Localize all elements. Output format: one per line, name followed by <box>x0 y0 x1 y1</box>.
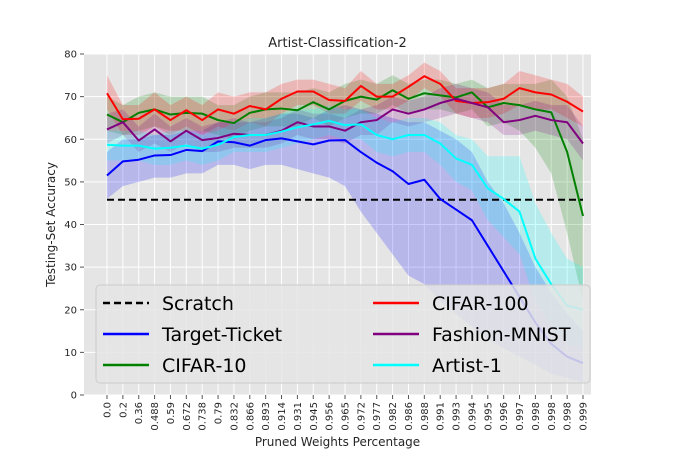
x-tick-label: 0.914 <box>277 402 288 431</box>
chart-title: Artist-Classification-2 <box>268 36 407 51</box>
x-tick-label: 0.866 <box>245 402 256 431</box>
x-tick-label: 0.997 <box>515 402 526 431</box>
x-tick-label: 0.488 <box>150 402 161 431</box>
x-tick-label: 0.998 <box>547 402 558 431</box>
x-tick-label: 0.59 <box>166 402 177 424</box>
x-tick-label: 0.672 <box>182 402 193 431</box>
legend-label: Target-Ticket <box>161 324 282 346</box>
x-tick-label: 0.832 <box>229 402 240 431</box>
legend-label: Artist-1 <box>432 355 502 377</box>
y-tick-label: 50 <box>64 177 77 188</box>
x-tick-label: 0.986 <box>404 402 415 431</box>
y-tick-label: 40 <box>64 220 77 231</box>
x-tick-label: 0.738 <box>198 402 209 431</box>
x-tick-label: 0.36 <box>134 402 145 424</box>
x-tick-label: 0.998 <box>563 402 574 431</box>
x-tick-label: 0.991 <box>436 402 447 431</box>
x-tick-label: 0.0 <box>103 402 114 418</box>
y-tick-label: 70 <box>64 92 77 103</box>
y-tick-label: 10 <box>64 348 77 359</box>
x-tick-label: 0.972 <box>356 402 367 431</box>
legend-label: CIFAR-10 <box>162 355 247 377</box>
legend: Scratch Target-Ticket CIFAR-10 CIFAR-100 Fas… <box>95 284 591 384</box>
x-axis-ticks: 0.0 0.2 0.36 0.488 0.59 0.672 0.738 0.79 0.832 0.… <box>103 395 590 431</box>
x-tick-label: 0.995 <box>483 402 494 431</box>
x-tick-label: 0.998 <box>531 402 542 431</box>
x-tick-label: 0.893 <box>261 402 272 431</box>
x-tick-label: 0.996 <box>499 402 510 431</box>
x-axis-label: Pruned Weights Percentage <box>255 435 420 449</box>
series-line-cifar-100 <box>106 75 584 122</box>
series-lines <box>106 75 584 364</box>
x-tick-label: 0.965 <box>341 402 352 431</box>
legend-box <box>95 284 591 384</box>
x-tick-label: 0.982 <box>388 402 399 431</box>
legend-label: CIFAR-100 <box>432 293 529 315</box>
legend-label: Fashion-MNIST <box>432 324 571 346</box>
y-tick-label: 20 <box>64 305 77 316</box>
y-tick-label: 60 <box>64 135 77 146</box>
y-tick-label: 30 <box>64 263 77 274</box>
x-tick-label: 0.994 <box>467 402 478 431</box>
x-tick-label: 0.977 <box>372 402 383 431</box>
x-tick-label: 0.999 <box>579 402 590 431</box>
x-tick-label: 0.956 <box>325 402 336 431</box>
series-line-artist-1 <box>106 119 584 311</box>
band-cifar-10 <box>107 75 583 302</box>
x-tick-label: 0.2 <box>118 402 129 418</box>
band-artist-1 <box>107 105 583 349</box>
x-tick-label: 0.993 <box>452 402 463 431</box>
x-tick-label: 0.988 <box>420 402 431 431</box>
y-tick-label: 80 <box>64 50 77 61</box>
band-cifar-100 <box>107 62 583 135</box>
x-tick-label: 0.931 <box>293 402 304 431</box>
legend-label: Scratch <box>162 293 234 315</box>
x-tick-label: 0.79 <box>214 402 225 424</box>
y-axis-ticks: 0 10 20 30 40 50 60 70 80 <box>64 50 84 402</box>
y-axis-label: Testing-Set Accuracy <box>44 162 58 288</box>
y-tick-label: 0 <box>71 391 77 402</box>
series-line-fashion-mnist <box>106 97 584 145</box>
series-line-target-ticket <box>106 137 584 364</box>
x-tick-label: 0.945 <box>309 402 320 431</box>
